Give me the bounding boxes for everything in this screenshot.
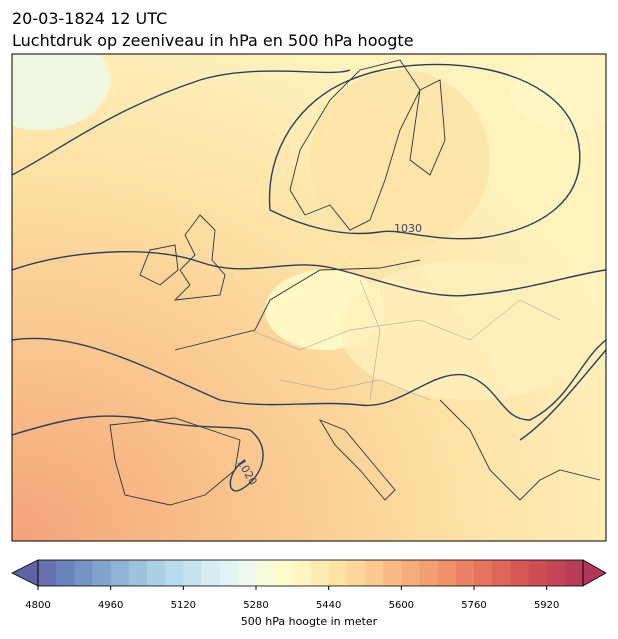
colorbar-segment bbox=[455, 560, 475, 586]
colorbar-segment bbox=[74, 560, 93, 586]
colorbar-segment bbox=[419, 560, 439, 586]
subtitle: Luchtdruk op zeeniveau in hPa en 500 hPa… bbox=[12, 31, 414, 50]
colorbar-segment bbox=[147, 560, 166, 586]
colorbar-frame bbox=[37, 559, 584, 587]
colorbar-segment bbox=[510, 560, 529, 586]
colorbar-segment bbox=[365, 560, 384, 586]
colorbar-tick-label: 5280 bbox=[243, 600, 268, 611]
colorbar-segment bbox=[310, 560, 330, 586]
colorbar-segment bbox=[201, 560, 221, 586]
colorbar-extension bbox=[582, 559, 607, 587]
colorbar-segment bbox=[256, 560, 275, 586]
colorbar-tick-label: 4960 bbox=[98, 600, 123, 611]
colorbar-segment bbox=[38, 560, 57, 586]
colorbar-segment bbox=[219, 560, 239, 586]
colorbar-tick-label: 4800 bbox=[25, 600, 50, 611]
colorbar-label: 500 hPa hoogte in meter bbox=[241, 615, 378, 628]
colorbar-segment bbox=[564, 560, 584, 586]
colorbar-tick-label: 5120 bbox=[171, 600, 196, 611]
map: 1030 1020 bbox=[12, 54, 606, 541]
colorbar-tick-label: 5600 bbox=[389, 600, 414, 611]
colorbar-segment bbox=[546, 560, 566, 586]
map-frame bbox=[11, 53, 607, 542]
colorbar-segment bbox=[492, 560, 511, 586]
title: 20-03-1824 12 UTC bbox=[12, 9, 167, 28]
colorbar-tick-label: 5920 bbox=[534, 600, 559, 611]
colorbar-segment bbox=[110, 560, 130, 586]
contour-label: 1030 bbox=[394, 222, 422, 235]
colorbar-segment bbox=[328, 560, 348, 586]
colorbar-segment bbox=[528, 560, 548, 586]
colorbar-segment bbox=[346, 560, 366, 586]
colorbar-segment bbox=[383, 560, 402, 586]
colorbar-segment bbox=[437, 560, 457, 586]
colorbar-segment bbox=[92, 560, 112, 586]
colorbar-segment bbox=[274, 560, 293, 586]
colorbar-tick-label: 5440 bbox=[316, 600, 341, 611]
colorbar-segment bbox=[474, 560, 493, 586]
colorbar-segment bbox=[237, 560, 257, 586]
colorbar-segment bbox=[401, 560, 420, 586]
colorbar-segment bbox=[56, 560, 75, 586]
colorbar-segment bbox=[183, 560, 202, 586]
colorbar-segment bbox=[165, 560, 184, 586]
colorbar-segment bbox=[292, 560, 311, 586]
colorbar-extension bbox=[11, 559, 39, 587]
colorbar-segment bbox=[128, 560, 148, 586]
colorbar-tick-label: 5760 bbox=[461, 600, 486, 611]
